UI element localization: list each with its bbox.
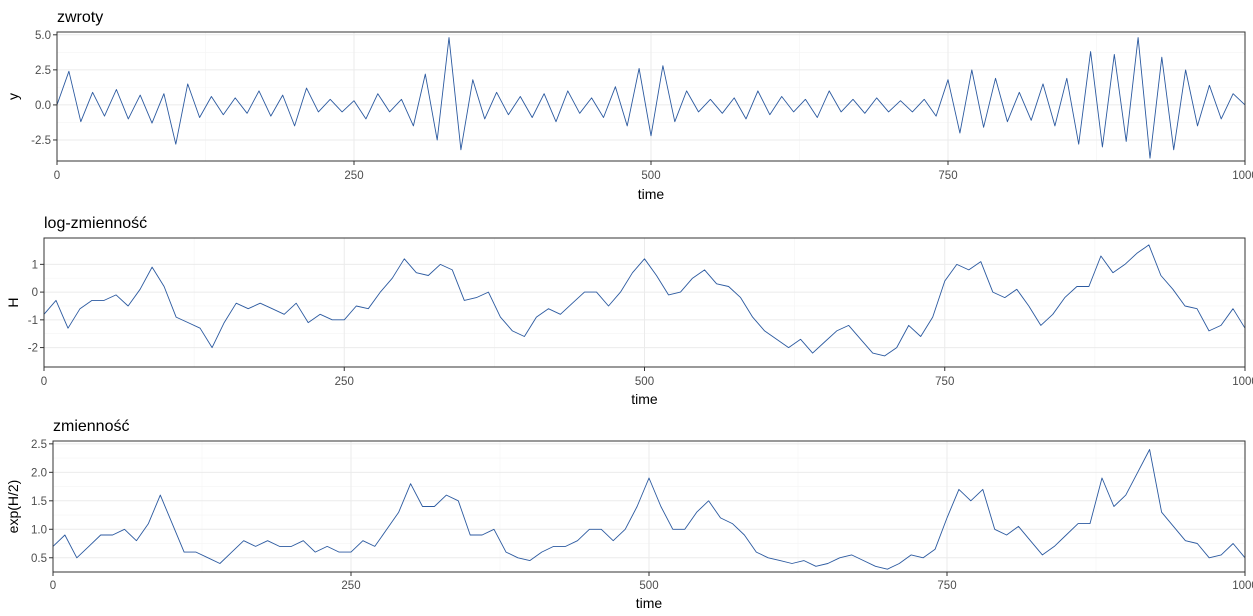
zwroty-x-tick-label: 500 <box>641 170 660 182</box>
zmiennosc-y-axis-label: exp(H/2) <box>5 480 21 534</box>
zwroty-y-axis-label: y <box>5 93 21 100</box>
zmiennosc-x-tick-label: 0 <box>50 580 56 592</box>
zwroty-x-axis-label: time <box>638 186 665 202</box>
log-zmiennosc-y-tick-label: 1 <box>32 259 38 271</box>
zwroty-series-line <box>56 37 1246 159</box>
log-zmiennosc-x-tick-label: 0 <box>41 376 47 388</box>
zmiennosc-y-tick-label: 1.5 <box>31 496 47 508</box>
zmiennosc-y-tick-label: 2.5 <box>31 439 47 451</box>
zwroty-y-tick-label: 0.0 <box>35 100 51 112</box>
log-zmiennosc-series-line <box>43 244 1246 357</box>
zmiennosc-x-tick-label: 750 <box>937 580 956 592</box>
zwroty-y-tick-label: 2.5 <box>35 65 51 77</box>
zmiennosc-title: zmienność <box>53 418 129 435</box>
zmiennosc-y-tick-label: 1.0 <box>31 524 47 536</box>
zmiennosc-x-tick-label: 250 <box>341 580 360 592</box>
zwroty-y-tick-label: -2.5 <box>31 135 51 147</box>
zmiennosc-x-axis-label: time <box>636 595 663 611</box>
log-zmiennosc-x-tick-label: 250 <box>335 376 354 388</box>
log-zmiennosc-title: log-zmienność <box>44 215 147 232</box>
zwroty-x-tick-label: 750 <box>938 170 957 182</box>
log-zmiennosc-x-axis-label: time <box>631 391 658 407</box>
log-zmiennosc-y-tick-label: 0 <box>32 287 38 299</box>
log-zmiennosc-y-axis-label: H <box>5 297 21 307</box>
zwroty-title: zwroty <box>57 9 103 26</box>
log-zmiennosc-x-tick-label: 500 <box>635 376 654 388</box>
zwroty-x-tick-label: 250 <box>344 170 363 182</box>
log-zmiennosc-y-tick-label: -1 <box>28 315 38 327</box>
zmiennosc-x-tick-label: 500 <box>639 580 658 592</box>
zwroty-y-tick-label: 5.0 <box>35 30 51 42</box>
log-zmiennosc-x-tick-label: 750 <box>935 376 954 388</box>
zmiennosc-y-tick-label: 2.0 <box>31 467 47 479</box>
log-zmiennosc-y-tick-label: -2 <box>28 343 38 355</box>
zwroty-x-tick-label: 0 <box>54 170 60 182</box>
zmiennosc-series-line <box>52 449 1246 570</box>
zmiennosc-y-tick-label: 0.5 <box>31 553 47 565</box>
